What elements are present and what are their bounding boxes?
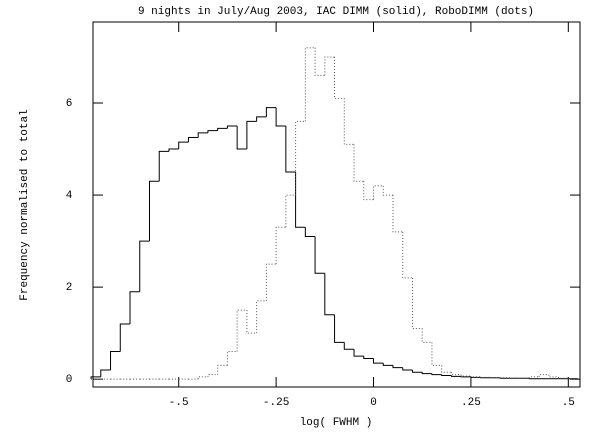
histogram-step: [101, 370, 111, 377]
histogram-step: [393, 365, 403, 367]
histogram-step: [374, 186, 384, 200]
histogram-step: [179, 142, 189, 149]
histogram-step: [266, 108, 276, 117]
histogram-step: [198, 377, 208, 379]
histogram-step: [247, 121, 257, 149]
y-tick-label: 0: [66, 374, 73, 386]
y-axis-label: Frequency normalised to total: [19, 109, 31, 300]
histogram-step: [364, 181, 374, 199]
histogram-step: [218, 128, 228, 130]
histogram-step: [412, 370, 422, 372]
histogram-step: [169, 149, 179, 151]
histogram-step: [325, 57, 335, 75]
x-axis-label: log( FWHM ): [300, 417, 373, 429]
histogram-step: [305, 227, 315, 236]
histogram-step: [383, 363, 393, 365]
histogram-step: [403, 368, 413, 370]
histogram-step: [383, 186, 393, 195]
histogram-step: [471, 376, 481, 377]
x-tick-label: -.25: [263, 397, 289, 409]
x-tick-label: .5: [562, 397, 575, 409]
y-tick-label: 6: [66, 98, 73, 110]
histogram-step: [344, 98, 354, 144]
histogram-step: [374, 358, 384, 363]
histogram-step: [461, 375, 471, 376]
histogram-step: [140, 241, 150, 292]
histogram-step: [208, 375, 218, 377]
histogram-step: [364, 356, 374, 358]
histogram-step: [198, 133, 208, 138]
histogram-step: [286, 126, 296, 172]
histogram-step: [442, 365, 452, 372]
histogram-step: [432, 342, 442, 365]
histogram-step: [539, 375, 549, 377]
histogram-step: [354, 349, 364, 356]
histogram-step: [344, 342, 354, 349]
histogram-step: [286, 195, 296, 227]
histogram-step: [296, 121, 306, 195]
histogram-step: [529, 377, 539, 378]
x-tick-label: 0: [370, 397, 377, 409]
histogram-step: [257, 117, 267, 122]
histogram-step: [237, 310, 247, 351]
histogram-step: [188, 138, 198, 143]
histogram-step: [237, 126, 247, 149]
histogram-step: [549, 375, 559, 377]
histogram-step: [227, 352, 237, 366]
histogram-step: [422, 329, 432, 343]
histogram-step: [247, 310, 257, 333]
histogram-step: [335, 57, 345, 98]
histogram-step: [305, 48, 315, 122]
y-tick-label: 4: [66, 190, 73, 202]
histogram-step: [266, 264, 276, 301]
histogram-step: [208, 131, 218, 133]
histogram-step: [276, 108, 286, 126]
histogram-step: [120, 324, 130, 352]
histogram-step: [559, 377, 569, 378]
histogram-step: [451, 375, 461, 376]
x-tick-label: .25: [461, 397, 481, 409]
histogram-step: [335, 315, 345, 343]
histogram-step: [412, 278, 422, 329]
histogram-step: [442, 375, 452, 376]
histogram-step: [451, 372, 461, 374]
histogram-step: [130, 292, 140, 324]
histogram-step: [149, 181, 159, 241]
histogram-step: [227, 126, 237, 128]
histogram-step: [354, 144, 364, 181]
histogram-step: [422, 372, 432, 373]
histogram-step: [257, 301, 267, 333]
plot-frame: [93, 22, 580, 387]
histogram-step: [159, 151, 169, 181]
histogram-step: [315, 48, 325, 76]
x-tick-label: -.5: [169, 397, 189, 409]
histogram-step: [432, 374, 442, 375]
histogram-step: [403, 232, 413, 278]
chart-title: 9 nights in July/Aug 2003, IAC DIMM (sol…: [138, 6, 534, 18]
histogram-step: [325, 273, 335, 314]
y-tick-label: 2: [66, 282, 73, 294]
histogram-step: [315, 236, 325, 273]
histogram-step: [111, 352, 121, 370]
histogram-step: [296, 172, 306, 227]
histogram-step: [393, 195, 403, 232]
histogram-step: [218, 365, 228, 374]
histogram-step: [276, 227, 286, 264]
